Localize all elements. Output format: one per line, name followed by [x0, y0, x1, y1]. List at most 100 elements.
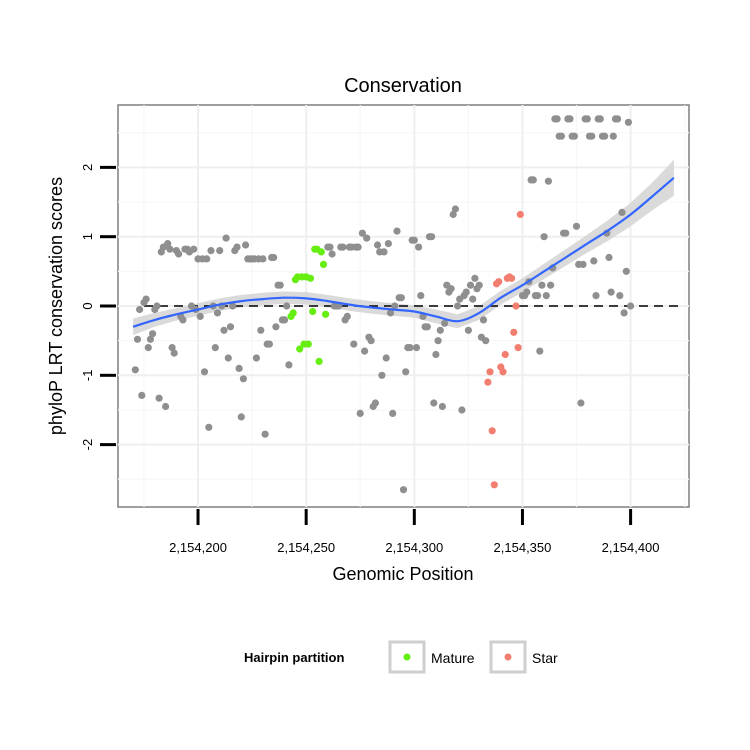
smooth-fit-line [132, 176, 675, 328]
point-other [406, 344, 414, 352]
point-other [328, 250, 336, 258]
point-other [233, 243, 241, 251]
point-star [488, 427, 496, 435]
point-other [213, 309, 222, 317]
point-other [596, 115, 604, 123]
point-other [283, 302, 291, 310]
point-other [131, 366, 139, 374]
point-mature [306, 274, 315, 282]
point-other [179, 316, 187, 324]
point-other [371, 399, 379, 407]
point-mature [315, 357, 323, 365]
x-axis-label: Genomic Position [332, 564, 473, 584]
point-star [510, 328, 518, 336]
point-other [257, 326, 265, 334]
point-other [605, 253, 613, 262]
point-other [627, 302, 635, 310]
legend-label-mature: Mature [431, 650, 475, 666]
point-other [592, 292, 600, 300]
point-star [499, 368, 507, 376]
point-other [471, 274, 479, 282]
point-other [196, 312, 204, 320]
point-star [516, 210, 524, 219]
y-tick-label: 0 [80, 302, 95, 309]
point-other [393, 227, 401, 235]
point-other [479, 316, 488, 324]
point-other [224, 354, 232, 362]
point-other [252, 354, 260, 362]
point-other [523, 288, 531, 296]
point-star [501, 350, 509, 359]
point-other [343, 312, 351, 320]
point-other [423, 323, 431, 331]
point-other [391, 302, 399, 310]
point-other [285, 361, 293, 369]
y-tick-label: -1 [80, 370, 95, 382]
point-other [207, 247, 215, 255]
point-other [534, 292, 542, 300]
point-other [540, 233, 548, 241]
point-other [399, 486, 408, 494]
point-other [469, 295, 477, 303]
y-axis-ticks: -2 -1 0 1 2 [80, 164, 116, 450]
point-other [358, 229, 366, 237]
point-other [378, 371, 386, 379]
x-tick-label: 2,154,300 [385, 540, 443, 555]
legend-dot-mature [403, 653, 411, 661]
point-other [350, 340, 358, 348]
point-other [166, 245, 174, 253]
point-other [579, 260, 587, 268]
point-other [620, 309, 628, 317]
point-other [609, 132, 617, 140]
point-other [144, 344, 152, 352]
grid-lines [118, 105, 689, 507]
point-other [588, 132, 596, 140]
chart-title: Conservation [344, 75, 462, 97]
point-other [624, 118, 633, 126]
point-other [211, 344, 219, 352]
point-star [495, 278, 503, 286]
point-other [432, 350, 440, 359]
legend-title: Hairpin partition [244, 650, 344, 665]
point-star [512, 302, 520, 310]
legend-dot-star [504, 653, 512, 661]
point-other [356, 409, 364, 417]
point-other [220, 326, 228, 334]
point-other [146, 335, 154, 343]
point-other [536, 347, 544, 355]
point-other [547, 281, 555, 289]
confidence-band [133, 159, 674, 336]
point-star [508, 274, 516, 282]
point-other [430, 399, 438, 407]
point-other [237, 413, 245, 421]
point-mature [319, 260, 328, 268]
point-other [389, 409, 397, 417]
point-other [203, 255, 211, 263]
point-other [614, 115, 622, 123]
point-other [216, 247, 224, 255]
point-other [326, 243, 334, 251]
point-other [544, 177, 553, 185]
point-other [622, 267, 630, 275]
point-other [566, 115, 574, 123]
point-other [133, 335, 142, 343]
confidence-band-layer [133, 159, 674, 336]
point-other [397, 294, 405, 302]
point-other [138, 391, 146, 399]
point-other [136, 305, 144, 314]
point-other [572, 222, 581, 230]
point-other [590, 257, 598, 265]
point-other [265, 340, 273, 348]
point-other [577, 399, 585, 407]
x-tick-label: 2,154,400 [602, 540, 660, 555]
point-other [466, 281, 475, 289]
point-other [553, 115, 561, 123]
point-other [239, 375, 247, 383]
point-mature [304, 340, 312, 348]
point-other [417, 292, 425, 300]
point-other [168, 344, 176, 352]
point-other [616, 292, 624, 300]
plot-panel [117, 104, 690, 508]
point-other [386, 309, 395, 317]
point-other [276, 281, 284, 289]
